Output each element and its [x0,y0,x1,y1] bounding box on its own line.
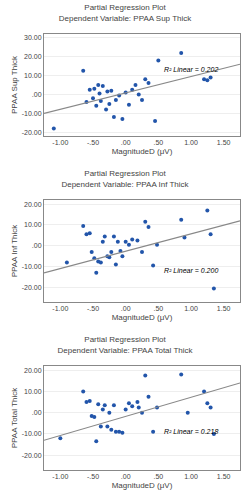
svg-text:-.50: -.50 [87,305,99,312]
svg-text:1.50: 1.50 [217,305,231,312]
svg-text:Partial Regression PlotDepende: Partial Regression PlotDependent Variabl… [57,335,193,354]
svg-text:MagnitudeD (μV): MagnitudeD (μV) [112,313,173,322]
svg-text:.50: .50 [153,305,163,312]
svg-text:.00: .00 [32,242,42,249]
svg-text:-.50: -.50 [87,473,99,480]
svg-text:MagnitudeD (μV): MagnitudeD (μV) [112,147,173,156]
svg-text:.00: .00 [32,409,42,416]
svg-text:-1.00: -1.00 [52,473,68,480]
svg-text:10.00: 10.00 [24,388,42,395]
svg-text:-10.00: -10.00 [22,110,42,117]
svg-text:20.00: 20.00 [24,201,42,208]
svg-text:.50: .50 [153,473,163,480]
svg-text:1.00: 1.00 [184,139,198,146]
svg-text:Partial Regression PlotDepende: Partial Regression PlotDependent Variabl… [59,3,193,22]
svg-text:R² Linear = 0.202: R² Linear = 0.202 [164,66,218,73]
svg-text:1.50: 1.50 [217,473,231,480]
svg-text:-1.00: -1.00 [52,139,68,146]
svg-text:20.00: 20.00 [24,367,42,374]
svg-text:.00: .00 [121,139,131,146]
svg-text:1.50: 1.50 [217,139,231,146]
svg-text:10.00: 10.00 [24,221,42,228]
svg-text:-10.00: -10.00 [22,263,42,270]
svg-text:R² Linear = 0.218: R² Linear = 0.218 [164,428,218,435]
svg-text:R² Linear = 0.200: R² Linear = 0.200 [164,267,218,274]
svg-text:-.50: -.50 [87,139,99,146]
svg-text:20.00: 20.00 [24,53,42,60]
svg-text:.50: .50 [153,139,163,146]
svg-text:-20.00: -20.00 [22,284,42,291]
svg-text:-1.00: -1.00 [52,305,68,312]
svg-text:1.00: 1.00 [184,305,198,312]
svg-text:30.00: 30.00 [24,34,42,41]
svg-text:PPAA Inf Thick: PPAA Inf Thick [10,224,19,278]
svg-text:-20.00: -20.00 [22,452,42,459]
svg-text:-20.00: -20.00 [22,129,42,136]
svg-text:-10.00: -10.00 [22,430,42,437]
svg-text:.00: .00 [32,91,42,98]
svg-text:.00: .00 [121,305,131,312]
svg-text:.00: .00 [121,473,131,480]
svg-text:1.00: 1.00 [184,473,198,480]
svg-text:MagnitudeD (μV): MagnitudeD (μV) [112,481,173,490]
svg-text:Partial Regression PlotDepende: Partial Regression PlotDependent Variabl… [61,169,189,188]
svg-text:10.00: 10.00 [24,72,42,79]
svg-text:PPAA Total Thick: PPAA Total Thick [10,387,19,448]
svg-text:PPAA Sup Thick: PPAA Sup Thick [10,55,19,114]
